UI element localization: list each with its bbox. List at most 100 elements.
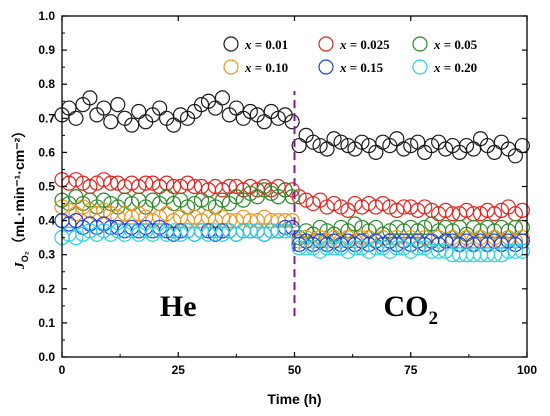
data-point-s0-6 xyxy=(96,100,112,116)
data-point-s5-2 xyxy=(68,230,84,246)
data-point-s5-25 xyxy=(228,226,244,242)
data-point-s0-39 xyxy=(326,131,342,147)
data-point-s0-43 xyxy=(354,134,370,150)
y-tick-label: 0.0 xyxy=(38,350,55,364)
data-point-s1-18 xyxy=(179,175,196,191)
data-point-s0-62 xyxy=(486,144,503,160)
data-point-s5-39 xyxy=(326,240,342,256)
data-point-s1-63 xyxy=(493,202,510,218)
data-point-s0-34 xyxy=(291,137,307,154)
data-point-s5-62 xyxy=(486,247,503,263)
y-tick-label: 0.6 xyxy=(38,145,55,159)
x-tick-label: 100 xyxy=(517,363,537,377)
data-point-s0-37 xyxy=(312,137,328,154)
data-point-s1-12 xyxy=(138,175,154,191)
data-point-s0-48 xyxy=(389,131,405,147)
data-point-s5-41 xyxy=(340,243,356,259)
y-tick-label: 0.8 xyxy=(38,77,55,91)
data-point-s0-65 xyxy=(507,148,523,164)
data-point-s5-45 xyxy=(368,240,384,256)
legend-marker-2 xyxy=(412,36,428,52)
data-point-s0-7 xyxy=(103,114,119,130)
y-tick-label: 0.7 xyxy=(38,111,55,125)
data-point-s0-16 xyxy=(166,117,182,133)
data-point-s1-56 xyxy=(445,206,461,222)
x-tick-label: 25 xyxy=(172,363,186,377)
data-point-s2-33 xyxy=(284,189,300,205)
data-point-s0-49 xyxy=(396,141,412,157)
data-point-s4-32 xyxy=(277,219,293,236)
data-point-s2-30 xyxy=(263,185,279,201)
data-point-s0-4 xyxy=(82,90,98,106)
data-point-s2-6 xyxy=(96,192,112,208)
data-point-s0-14 xyxy=(152,100,168,116)
data-point-s1-62 xyxy=(486,206,503,222)
data-point-s5-37 xyxy=(312,243,328,259)
legend-label-5: x = 0.20 xyxy=(433,60,477,75)
data-point-s4-22 xyxy=(207,226,224,242)
data-point-s1-19 xyxy=(186,178,203,195)
data-point-s1-46 xyxy=(375,195,391,212)
data-point-s5-52 xyxy=(417,240,433,256)
data-point-s5-65 xyxy=(507,243,523,259)
data-point-s1-2 xyxy=(68,172,84,188)
data-point-s2-25 xyxy=(228,189,244,205)
data-point-s1-40 xyxy=(333,199,349,215)
data-point-s5-27 xyxy=(242,223,258,239)
data-point-s0-20 xyxy=(193,97,210,113)
y-tick-label: 0.9 xyxy=(38,43,55,57)
data-point-s1-48 xyxy=(389,202,405,218)
y-axis-title: JO₂（mL·min⁻¹·cm⁻²） xyxy=(11,124,30,271)
data-point-s2-64 xyxy=(500,223,516,239)
data-point-s2-52 xyxy=(417,219,433,236)
y-tick-label: 0.1 xyxy=(38,316,55,330)
data-point-s0-55 xyxy=(438,141,454,157)
data-point-s4-16 xyxy=(166,226,182,242)
data-point-s1-24 xyxy=(221,178,237,195)
data-point-s1-7 xyxy=(103,175,119,191)
data-point-s0-58 xyxy=(458,137,475,154)
legend-marker-5 xyxy=(412,59,428,75)
legend-label-2: x = 0.05 xyxy=(433,37,478,52)
annotations: He CO2 xyxy=(160,91,438,329)
legend-label-4: x = 0.15 xyxy=(339,60,384,75)
data-points xyxy=(54,90,530,263)
data-point-s0-40 xyxy=(333,134,349,150)
data-point-s5-32 xyxy=(277,223,293,239)
data-point-s0-51 xyxy=(410,134,426,150)
data-point-s2-16 xyxy=(166,195,182,212)
data-point-s2-29 xyxy=(256,182,272,198)
data-point-s4-23 xyxy=(214,223,231,239)
data-point-s0-31 xyxy=(270,110,286,126)
data-point-s4-7 xyxy=(103,219,119,236)
data-point-s0-17 xyxy=(172,107,189,123)
data-point-s1-36 xyxy=(305,195,321,212)
legend: x = 0.01 x = 0.025 x = 0.05 x = 0.10 x = 0.1… xyxy=(223,36,478,75)
data-point-s5-42 xyxy=(347,240,363,256)
data-point-s0-22 xyxy=(207,100,224,116)
data-point-s4-55 xyxy=(438,233,454,249)
data-point-s0-53 xyxy=(424,137,440,154)
x-tick-label: 0 xyxy=(59,363,66,377)
data-point-s4-17 xyxy=(172,223,189,239)
data-point-s1-16 xyxy=(166,178,182,195)
data-point-s5-51 xyxy=(410,240,426,256)
legend-marker-4 xyxy=(318,59,334,75)
x-tick-label: 50 xyxy=(288,363,302,377)
data-point-s0-27 xyxy=(242,103,258,120)
y-tick-label: 0.4 xyxy=(38,214,55,228)
data-point-s4-33 xyxy=(284,219,300,236)
data-point-s0-59 xyxy=(465,141,482,157)
data-point-s3-24 xyxy=(221,213,237,229)
data-point-s0-41 xyxy=(340,137,356,154)
data-point-s5-35 xyxy=(298,240,314,256)
region-label-1: CO2 xyxy=(384,290,439,329)
x-tick-label: 75 xyxy=(404,363,418,377)
y-tick-label: 0.2 xyxy=(38,282,55,296)
data-point-s0-38 xyxy=(319,141,335,157)
legend-label-1: x = 0.025 xyxy=(339,37,390,52)
data-point-s1-34 xyxy=(291,189,307,205)
legend-label-0: x = 0.01 xyxy=(244,37,288,52)
data-point-s3-65 xyxy=(507,233,523,249)
